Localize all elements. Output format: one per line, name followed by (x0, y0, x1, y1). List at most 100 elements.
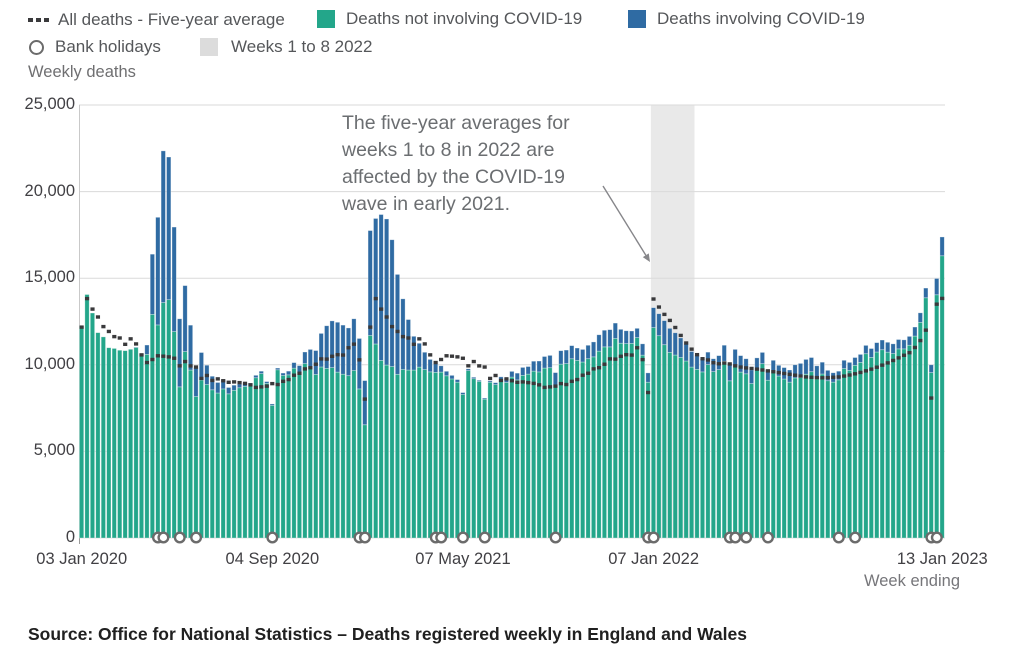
five-year-average-dash (112, 334, 117, 339)
five-year-average-dash (488, 376, 493, 381)
bar-noncovid (542, 367, 548, 539)
bar-noncovid (182, 351, 188, 539)
bar-noncovid (89, 312, 95, 539)
bar-covid (738, 355, 744, 373)
x-tick-label: 07 May 2021 (415, 550, 511, 568)
bar-covid (678, 337, 684, 358)
bar-noncovid (471, 378, 477, 539)
five-year-average-dash (814, 375, 819, 380)
bar-covid (607, 329, 613, 348)
bar-noncovid (514, 379, 520, 539)
bar-covid (819, 361, 825, 375)
bar-noncovid (591, 356, 597, 539)
bar-covid (574, 347, 580, 361)
five-year-average-dash (575, 377, 580, 382)
five-year-average-dash (885, 361, 890, 365)
bar-noncovid (482, 398, 488, 539)
bar-noncovid (204, 384, 210, 539)
legend-item-noncovid-deaths: Deaths not involving COVID-19 (317, 9, 582, 29)
five-year-average-dash (84, 296, 90, 301)
five-year-average-dash (330, 354, 335, 358)
bar-noncovid (689, 366, 695, 539)
annotation-line: The five-year averages for (342, 112, 570, 134)
annotation-line: wave in early 2021. (342, 193, 511, 215)
five-year-average-dash (678, 333, 683, 338)
bar-noncovid (193, 396, 199, 539)
five-year-average-dash (221, 379, 226, 383)
bar-noncovid (536, 371, 542, 539)
bar-noncovid (356, 388, 362, 539)
five-year-average-dash (651, 297, 656, 301)
bar-covid (808, 357, 814, 373)
five-year-average-dash (128, 337, 133, 341)
bar-noncovid (716, 369, 722, 539)
five-year-average-dash (237, 380, 242, 385)
bar-noncovid (313, 374, 319, 539)
bar-noncovid (345, 375, 351, 539)
x-tick-label: 03 Jan 2020 (36, 550, 128, 568)
bar-covid (215, 382, 221, 394)
bar-covid (520, 367, 526, 376)
bar-covid (378, 214, 384, 361)
five-year-average-dash (449, 354, 455, 358)
five-year-average-dash (825, 375, 830, 380)
five-year-average-dash (199, 376, 204, 381)
five-year-average-dash (705, 358, 711, 362)
five-year-average-dash (803, 375, 809, 379)
y-tick-label: 0 (65, 528, 75, 546)
bar-noncovid (149, 314, 155, 539)
bar-covid (362, 380, 368, 426)
five-year-average-dash (542, 385, 547, 390)
five-year-average-dash (477, 364, 482, 368)
bar-noncovid (111, 348, 117, 539)
five-year-average-dash (134, 342, 139, 346)
bar-noncovid (367, 335, 373, 539)
five-year-average-dash (798, 374, 803, 378)
five-year-average-dash (177, 364, 182, 368)
five-year-average-dash (716, 362, 721, 366)
five-year-average-dash (161, 354, 166, 358)
bar-covid (449, 375, 455, 380)
legend-item-weeks-band: Weeks 1 to 8 2022 (200, 37, 372, 57)
bar-covid (787, 369, 793, 383)
five-year-average-dash (493, 373, 498, 378)
bar-noncovid (531, 370, 537, 539)
five-year-average-dash (368, 325, 373, 329)
bar-noncovid (857, 362, 863, 539)
bar-noncovid (405, 369, 411, 539)
bar-covid (852, 357, 858, 366)
five-year-average-dash (880, 363, 885, 367)
bar-noncovid (748, 383, 755, 539)
bar-noncovid (847, 369, 853, 539)
y-tick-label: 15,000 (24, 268, 75, 287)
five-year-average-dash (346, 346, 351, 350)
five-year-average-dash (117, 336, 122, 340)
five-year-average-dash (362, 397, 367, 401)
bar-noncovid (923, 297, 929, 539)
bar-noncovid (683, 360, 689, 539)
five-year-average-dash (439, 357, 444, 362)
bar-noncovid (253, 377, 259, 539)
bar-covid (514, 372, 520, 381)
bar-noncovid (618, 342, 624, 539)
bar-noncovid (427, 371, 433, 539)
five-year-average-dash (771, 370, 776, 374)
five-year-average-dash (765, 369, 770, 373)
five-year-average-dash (656, 305, 662, 309)
gray-band-swatch-icon (200, 38, 218, 56)
five-year-average-dash (183, 359, 188, 364)
bar-noncovid (558, 363, 564, 539)
five-year-average-dash (123, 342, 128, 347)
bar-covid (629, 330, 635, 344)
five-year-average-dash (242, 381, 248, 386)
bar-covid (939, 236, 945, 257)
bar-noncovid (830, 381, 836, 539)
bar-noncovid (384, 364, 390, 539)
five-year-average-dash (684, 341, 689, 345)
bar-covid (509, 371, 515, 378)
bar-noncovid (378, 360, 384, 539)
five-year-average-dash (340, 353, 346, 357)
bar-noncovid (814, 378, 820, 539)
bar-noncovid (547, 367, 553, 539)
source-line: Source: Office for National Statistics –… (28, 624, 747, 644)
